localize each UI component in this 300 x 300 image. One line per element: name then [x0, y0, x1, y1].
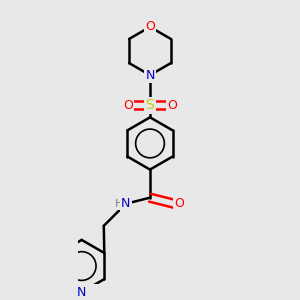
Text: N: N	[121, 197, 130, 210]
Text: H: H	[115, 199, 123, 209]
Text: O: O	[174, 197, 184, 210]
Text: O: O	[167, 99, 177, 112]
Text: S: S	[146, 98, 154, 112]
Text: O: O	[123, 99, 133, 112]
Text: N: N	[77, 286, 86, 299]
Text: O: O	[145, 20, 155, 33]
Text: N: N	[145, 69, 155, 82]
